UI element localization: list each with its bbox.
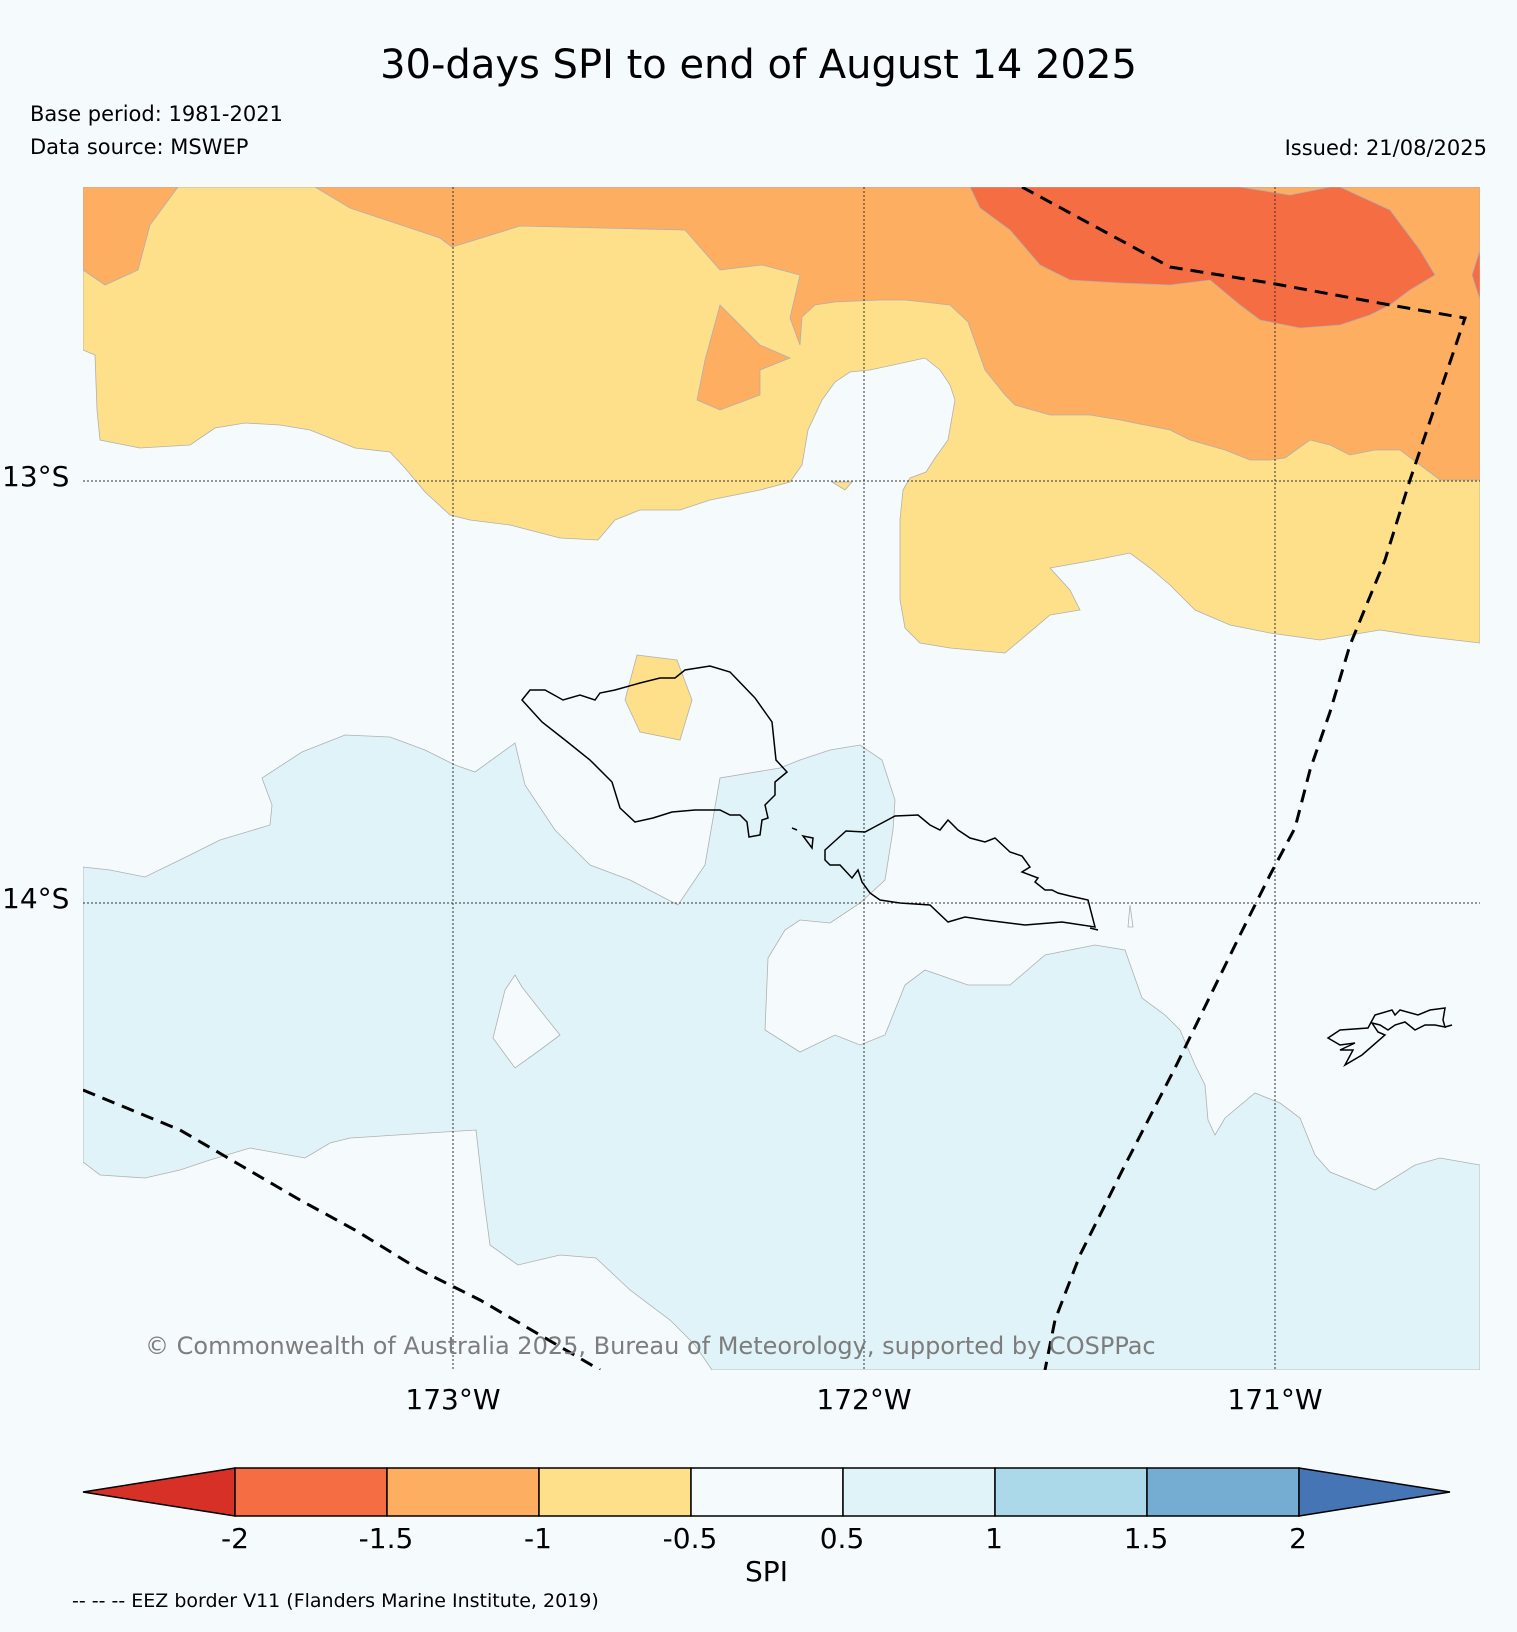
lon-label-172w: 172°W xyxy=(816,1383,912,1416)
spi-zone-dry-severe-pocket xyxy=(696,304,792,411)
coastline-islet-1 xyxy=(791,827,798,831)
spi-zone-dry-extreme-edge xyxy=(1471,249,1480,301)
coastline-savaii xyxy=(521,665,789,838)
colorbar-tick: 2 xyxy=(1289,1522,1307,1555)
colorbar-tick: 1.5 xyxy=(1123,1522,1169,1555)
colorbar-segment xyxy=(538,1467,692,1517)
spi-zone-dry-moderate-speck xyxy=(830,481,853,491)
lat-label-14s: 14°S xyxy=(2,882,70,915)
colorbar-tick: -1.5 xyxy=(358,1522,414,1555)
coastline-upolu xyxy=(824,814,1097,928)
colorbar-extend-low xyxy=(82,1467,236,1517)
issued-date-text: Issued: 21/08/2025 xyxy=(1284,136,1487,160)
colorbar-tick: 1 xyxy=(985,1522,1003,1555)
colorbar-segment xyxy=(690,1467,844,1517)
colorbar-segment xyxy=(1146,1467,1300,1517)
spi-colorbar xyxy=(82,1467,1451,1517)
colorbar-segment xyxy=(234,1467,388,1517)
colorbar-label: SPI xyxy=(745,1555,788,1588)
colorbar-segment xyxy=(386,1467,540,1517)
colorbar-tick: 0.5 xyxy=(819,1522,865,1555)
coastline-islet-2 xyxy=(1089,927,1099,931)
map-title: 30-days SPI to end of August 14 2025 xyxy=(380,42,1137,88)
spi-zone-dry-moderate-pocket xyxy=(624,654,693,741)
eez-legend-note: -- -- -- EEZ border V11 (Flanders Marine… xyxy=(72,1590,599,1612)
colorbar-tick: -2 xyxy=(221,1522,249,1555)
lon-label-173w: 173°W xyxy=(405,1383,501,1416)
base-period-text: Base period: 1981-2021 xyxy=(30,102,283,126)
lon-label-171w: 171°W xyxy=(1227,1383,1323,1416)
spi-zone-neutral-sliver xyxy=(1127,904,1134,928)
colorbar-extend-high xyxy=(1298,1467,1451,1517)
spi-zone-neutral-hole xyxy=(492,974,561,1069)
spi-zone-wet-moderate xyxy=(83,734,1480,1370)
copyright-text: © Commonwealth of Australia 2025, Bureau… xyxy=(145,1332,1156,1360)
lat-label-13s: 13°S xyxy=(2,460,70,493)
colorbar-tick: -0.5 xyxy=(662,1522,718,1555)
coastline-tutuila xyxy=(1326,1007,1447,1067)
eez-border-southwest xyxy=(83,1088,601,1370)
eez-border-north xyxy=(1021,187,1467,1370)
coastline-apolima xyxy=(801,834,814,850)
colorbar-segment xyxy=(994,1467,1148,1517)
colorbar-tick: -1 xyxy=(524,1522,552,1555)
coastline-islet-3 xyxy=(1444,1024,1453,1028)
colorbar-segment xyxy=(842,1467,996,1517)
data-source-text: Data source: MSWEP xyxy=(30,135,249,159)
